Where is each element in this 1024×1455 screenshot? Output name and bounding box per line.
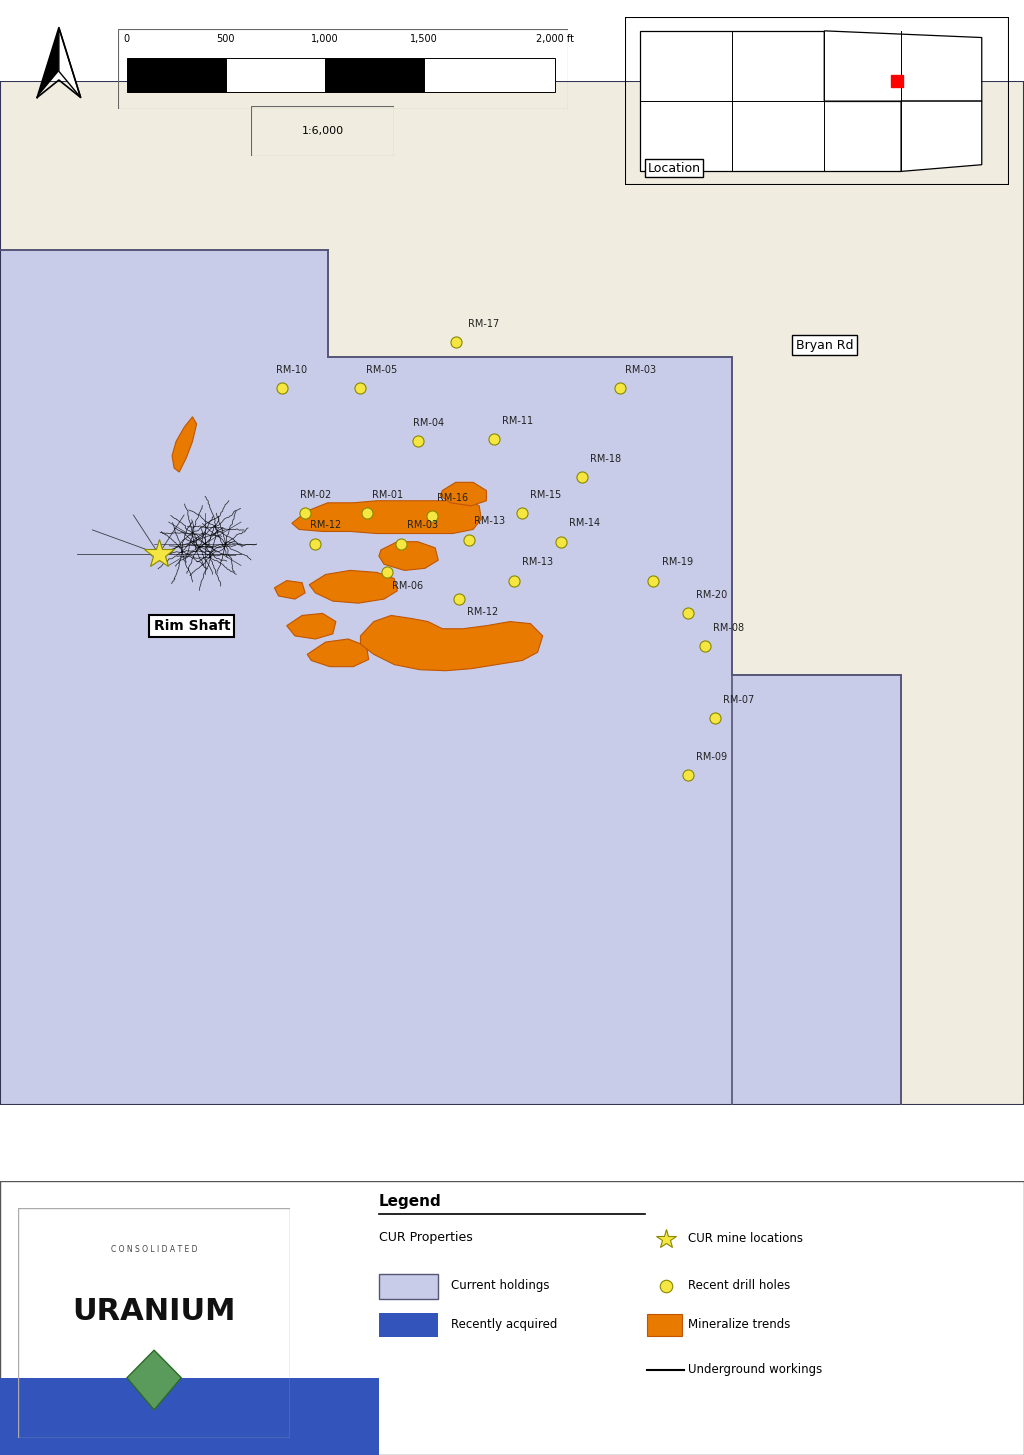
Text: RM-12: RM-12 bbox=[310, 521, 342, 531]
Text: Current holdings: Current holdings bbox=[451, 1279, 549, 1292]
Polygon shape bbox=[360, 615, 543, 671]
Text: URANIUM: URANIUM bbox=[73, 1296, 236, 1326]
Polygon shape bbox=[379, 541, 438, 570]
Text: RM-01: RM-01 bbox=[372, 490, 402, 499]
Text: RM-16: RM-16 bbox=[437, 493, 468, 503]
Text: RM-13: RM-13 bbox=[522, 557, 553, 567]
Text: 500: 500 bbox=[217, 33, 236, 44]
Text: RM-20: RM-20 bbox=[696, 591, 728, 599]
Text: RM-08: RM-08 bbox=[713, 623, 743, 633]
Polygon shape bbox=[0, 81, 1024, 1104]
Text: Bryan Rd: Bryan Rd bbox=[796, 339, 853, 352]
Text: 0: 0 bbox=[124, 33, 130, 44]
Text: RM-19: RM-19 bbox=[662, 557, 692, 567]
Text: 1,500: 1,500 bbox=[411, 33, 438, 44]
Text: Recent drill holes: Recent drill holes bbox=[688, 1279, 791, 1292]
Polygon shape bbox=[440, 482, 486, 506]
Text: Mineralize trends: Mineralize trends bbox=[688, 1318, 791, 1331]
Bar bbox=[325, 58, 424, 92]
Polygon shape bbox=[287, 614, 336, 639]
Text: RM-03: RM-03 bbox=[407, 521, 437, 531]
Text: RM-09: RM-09 bbox=[696, 752, 727, 762]
Bar bbox=[647, 1314, 682, 1336]
Polygon shape bbox=[901, 100, 982, 172]
Text: Location: Location bbox=[647, 162, 700, 175]
Bar bbox=[424, 58, 555, 92]
Text: 1,000: 1,000 bbox=[311, 33, 339, 44]
Text: Legend: Legend bbox=[379, 1193, 441, 1209]
Bar bbox=[379, 1275, 438, 1299]
Polygon shape bbox=[292, 499, 481, 534]
Text: RM-18: RM-18 bbox=[590, 454, 621, 464]
Bar bbox=[0, 1378, 379, 1455]
Text: RM-11: RM-11 bbox=[502, 416, 532, 426]
Text: Recently acquired: Recently acquired bbox=[451, 1318, 557, 1331]
Text: RM-12: RM-12 bbox=[467, 608, 499, 617]
Bar bbox=[379, 1312, 438, 1337]
Polygon shape bbox=[307, 639, 369, 666]
Polygon shape bbox=[127, 1350, 181, 1410]
Polygon shape bbox=[0, 250, 901, 1104]
Text: RM-03: RM-03 bbox=[625, 365, 655, 375]
Text: RM-05: RM-05 bbox=[366, 365, 397, 375]
Text: Rim Shaft: Rim Shaft bbox=[154, 618, 230, 633]
Bar bbox=[127, 58, 226, 92]
Text: Underground workings: Underground workings bbox=[688, 1363, 822, 1376]
Polygon shape bbox=[37, 28, 59, 97]
Text: RM-14: RM-14 bbox=[569, 518, 600, 528]
Text: CUR Properties: CUR Properties bbox=[379, 1231, 473, 1244]
Text: RM-02: RM-02 bbox=[300, 490, 332, 499]
Polygon shape bbox=[824, 31, 982, 100]
Polygon shape bbox=[59, 28, 81, 97]
Text: RM-06: RM-06 bbox=[392, 581, 423, 591]
Text: CUR mine locations: CUR mine locations bbox=[688, 1232, 803, 1245]
Text: C O N S O L I D A T E D: C O N S O L I D A T E D bbox=[111, 1244, 198, 1254]
Polygon shape bbox=[172, 416, 197, 471]
Text: RM-17: RM-17 bbox=[468, 319, 500, 329]
Text: 2,000 ft: 2,000 ft bbox=[536, 33, 573, 44]
Text: RM-15: RM-15 bbox=[530, 490, 562, 499]
Text: 1:6,000: 1:6,000 bbox=[301, 127, 344, 135]
Polygon shape bbox=[640, 31, 901, 172]
Text: RM-10: RM-10 bbox=[276, 365, 307, 375]
Text: RM-04: RM-04 bbox=[413, 418, 443, 428]
Polygon shape bbox=[309, 570, 397, 604]
Text: RM-07: RM-07 bbox=[723, 694, 755, 704]
Polygon shape bbox=[274, 581, 305, 599]
Bar bbox=[226, 58, 325, 92]
Text: RM-13: RM-13 bbox=[474, 517, 505, 527]
